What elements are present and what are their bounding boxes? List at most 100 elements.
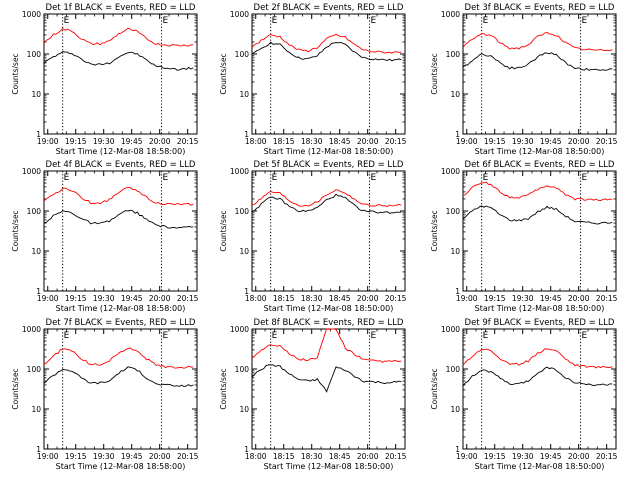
y-axis-label: Counts/sec [219,53,228,94]
x-tick-label: 19:15 [65,137,87,146]
x-tick-label: 19:30 [93,452,115,461]
y-tick-label: 10 [31,90,41,99]
panel-det-7: Det 7f BLACK = Events, RED = LLD 1 10 100 10… [11,318,199,471]
y-axis-label: Counts/sec [430,210,439,251]
x-tick-label: 19:45 [121,294,143,303]
x-axis-label: Start Time (12-Mar-08 18:58:00) [56,304,186,313]
x-tick-label: 20:15 [385,294,407,303]
series-events-line [43,209,194,229]
x-tick-label: 19:00 [456,452,478,461]
panel-title: Det 2f BLACK = Events, RED = LLD [254,3,404,13]
x-tick-label: 18:30 [301,452,323,461]
y-tick-label: 1000 [230,167,249,176]
plot-frame [462,13,617,135]
series-events-line [462,52,613,71]
x-tick-label: 18:00 [245,137,267,146]
time-marker-flag: E [582,16,588,26]
x-tick-label: 20:15 [596,137,618,146]
time-marker-flag: E [371,173,377,183]
y-tick-label: 1 [244,445,249,454]
y-tick-label: 100 [235,365,250,374]
y-tick-label: 10 [31,405,41,414]
y-tick-label: 100 [235,50,250,59]
time-marker-flag: E [272,331,278,341]
plot-frame [251,170,406,292]
y-tick-label: 10 [450,405,460,414]
series-events-line [251,364,402,393]
panel-det-5: Det 5f BLACK = Events, RED = LLD 1 10 100 10… [219,160,407,313]
time-marker-flag: E [483,173,489,183]
panel-det-2: Det 2f BLACK = Events, RED = LLD 1 10 100 10… [219,3,407,156]
y-axis-label: Counts/sec [11,53,20,94]
time-marker-flag: E [582,173,588,183]
y-axis-label: Counts/sec [430,53,439,94]
y-tick-label: 100 [27,207,42,216]
x-tick-label: 19:30 [512,137,534,146]
y-tick-label: 1 [455,130,460,139]
x-tick-label: 19:45 [121,137,143,146]
y-tick-label: 10 [31,247,41,256]
series-events-line [43,51,194,71]
x-tick-label: 20:15 [385,137,407,146]
series-events-line [251,41,402,62]
plot-frame [462,328,617,450]
series-lld-line [462,31,613,51]
time-marker-flag: E [371,16,377,26]
y-tick-label: 1000 [22,167,41,176]
x-tick-label: 20:00 [149,137,171,146]
x-tick-label: 20:15 [177,294,199,303]
y-tick-label: 10 [450,90,460,99]
x-tick-label: 19:30 [512,452,534,461]
series-lld-line [462,348,613,369]
x-tick-label: 19:45 [540,137,562,146]
y-axis-label: Counts/sec [219,368,228,409]
series-events-line [462,205,613,225]
x-tick-label: 20:00 [149,294,171,303]
x-axis-label: Start Time (12-Mar-08 18:50:00) [475,304,605,313]
series-lld-line [251,328,402,363]
x-tick-label: 19:45 [121,452,143,461]
x-tick-label: 20:15 [596,452,618,461]
y-tick-label: 1000 [230,325,249,334]
x-tick-label: 19:15 [65,294,87,303]
x-tick-label: 20:15 [177,452,199,461]
x-axis-label: Start Time (12-Mar-08 18:50:00) [475,147,605,156]
series-events-line [43,366,194,387]
y-tick-label: 100 [446,50,461,59]
series-lld-line [43,187,194,206]
x-tick-label: 20:00 [568,294,590,303]
x-tick-label: 19:15 [484,294,506,303]
y-tick-label: 10 [450,247,460,256]
panel-det-6: Det 6f BLACK = Events, RED = LLD 1 10 100 10… [430,160,618,313]
y-axis-label: Counts/sec [11,368,20,409]
panel-title: Det 9f BLACK = Events, RED = LLD [465,318,615,328]
x-tick-label: 18:00 [245,452,267,461]
x-tick-label: 19:45 [540,294,562,303]
x-axis-label: Start Time (12-Mar-08 18:50:00) [475,462,605,471]
panel-title: Det 8f BLACK = Events, RED = LLD [254,318,404,328]
x-tick-label: 19:00 [37,137,59,146]
x-tick-label: 19:30 [512,294,534,303]
time-marker-flag: E [163,16,169,26]
x-axis-label: Start Time (12-Mar-08 18:50:00) [264,304,394,313]
panel-det-4: Det 4f BLACK = Events, RED = LLD 1 10 100 10… [11,160,199,313]
time-marker-flag: E [483,16,489,26]
series-lld-line [43,27,194,47]
panel-title: Det 5f BLACK = Events, RED = LLD [254,160,404,170]
y-tick-label: 1000 [22,325,41,334]
plot-frame [43,13,198,135]
y-tick-label: 100 [27,50,42,59]
x-tick-label: 18:30 [301,137,323,146]
y-tick-label: 1 [244,287,249,296]
y-axis-label: Counts/sec [11,210,20,251]
x-tick-label: 20:00 [357,137,379,146]
y-tick-label: 1000 [22,10,41,19]
x-tick-label: 19:00 [456,137,478,146]
x-tick-label: 19:00 [37,452,59,461]
x-tick-label: 20:00 [568,137,590,146]
x-axis-label: Start Time (12-Mar-08 18:50:00) [264,462,394,471]
x-axis-label: Start Time (12-Mar-08 18:50:00) [264,147,394,156]
x-tick-label: 19:00 [456,294,478,303]
x-tick-label: 19:00 [37,294,59,303]
